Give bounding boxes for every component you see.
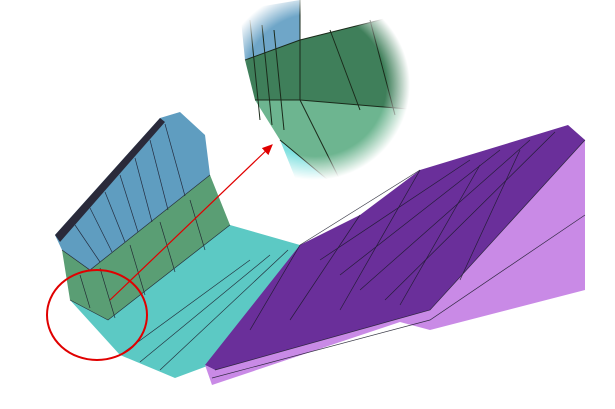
mesh-lines xyxy=(61,123,586,379)
green-band xyxy=(62,175,230,320)
highlight-circle xyxy=(46,269,148,361)
magnified-detail xyxy=(220,0,421,191)
blue-wall xyxy=(55,112,210,270)
cyan-curve xyxy=(70,225,300,378)
purple-slab xyxy=(205,125,585,385)
pointer-arrow xyxy=(109,144,273,301)
